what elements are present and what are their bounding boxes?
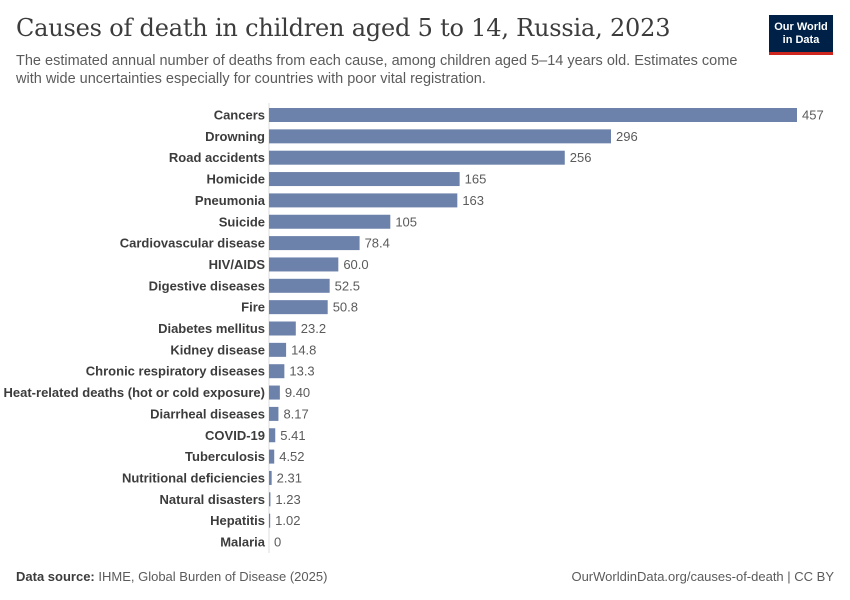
owid-logo[interactable]: Our World in Data <box>769 15 833 55</box>
value-label: 163 <box>462 193 484 208</box>
category-label: Natural disasters <box>160 492 266 507</box>
value-label: 256 <box>570 150 592 165</box>
category-label: Hepatitis <box>210 513 265 528</box>
bar[interactable] <box>269 385 280 400</box>
category-label: Nutritional deficiencies <box>122 470 265 485</box>
value-label: 457 <box>802 108 824 123</box>
chart-subtitle: The estimated annual number of deaths fr… <box>16 53 738 87</box>
bar-chart: Cancers 457 Drowning 296 Road accidents 256 Ho… <box>4 103 824 553</box>
bar[interactable] <box>269 470 272 485</box>
category-label: Diabetes mellitus <box>158 321 265 336</box>
bar[interactable] <box>269 214 391 229</box>
bar[interactable] <box>269 278 330 293</box>
source-url[interactable]: OurWorldinData.org/causes-of-death | CC … <box>571 569 834 584</box>
category-label: Road accidents <box>169 150 265 165</box>
value-label: 5.41 <box>280 428 305 443</box>
value-label: 165 <box>465 172 487 187</box>
category-label: Tuberculosis <box>185 449 265 464</box>
category-label: Diarrheal diseases <box>150 406 265 421</box>
category-label: Heat-related deaths (hot or cold exposur… <box>4 385 266 400</box>
category-label: Pneumonia <box>195 193 266 208</box>
value-label: 1.23 <box>275 492 300 507</box>
chart-title: Causes of death in children aged 5 to 14… <box>16 14 671 42</box>
data-source: Data source: IHME, Global Burden of Dise… <box>16 569 327 584</box>
bar[interactable] <box>269 129 611 144</box>
category-label: Kidney disease <box>170 342 265 357</box>
category-label: Cardiovascular disease <box>120 236 265 251</box>
bar[interactable] <box>269 513 271 528</box>
value-label: 50.8 <box>333 300 358 315</box>
value-label: 105 <box>395 214 417 229</box>
category-label: Homicide <box>206 172 265 187</box>
data-source-label: Data source: <box>16 569 95 584</box>
bar[interactable] <box>269 193 458 208</box>
bar[interactable] <box>269 364 285 379</box>
value-label: 14.8 <box>291 342 316 357</box>
value-label: 1.02 <box>275 513 300 528</box>
value-label: 9.40 <box>285 385 310 400</box>
value-label: 23.2 <box>301 321 326 336</box>
value-label: 4.52 <box>279 449 304 464</box>
bar[interactable] <box>269 406 279 421</box>
bar[interactable] <box>269 492 271 507</box>
category-label: Drowning <box>205 129 265 144</box>
value-label: 60.0 <box>343 257 368 272</box>
data-source-text: IHME, Global Burden of Disease (2025) <box>98 569 328 584</box>
bar[interactable] <box>269 108 797 122</box>
category-label: Digestive diseases <box>149 278 265 293</box>
bar[interactable] <box>269 172 460 187</box>
value-label: 8.17 <box>283 406 308 421</box>
bar[interactable] <box>269 150 565 165</box>
bar[interactable] <box>269 300 328 315</box>
bar[interactable] <box>269 321 296 336</box>
category-label: Cancers <box>214 108 265 123</box>
category-label: Suicide <box>219 214 265 229</box>
value-label: 0 <box>274 535 281 550</box>
value-label: 13.3 <box>289 364 314 379</box>
bar[interactable] <box>269 342 287 357</box>
bar[interactable] <box>269 257 339 272</box>
category-label: Fire <box>241 300 265 315</box>
category-label: Chronic respiratory diseases <box>86 364 265 379</box>
category-label: HIV/AIDS <box>209 257 266 272</box>
category-label: COVID-19 <box>205 428 265 443</box>
logo-line-1: Our World <box>774 20 828 33</box>
value-label: 296 <box>616 129 638 144</box>
value-label: 78.4 <box>365 236 390 251</box>
bar[interactable] <box>269 236 360 251</box>
value-label: 2.31 <box>277 470 302 485</box>
value-label: 52.5 <box>335 278 360 293</box>
logo-line-2: in Data <box>782 33 820 46</box>
category-label: Malaria <box>220 535 266 550</box>
bar[interactable] <box>269 449 275 464</box>
bar[interactable] <box>269 428 276 443</box>
